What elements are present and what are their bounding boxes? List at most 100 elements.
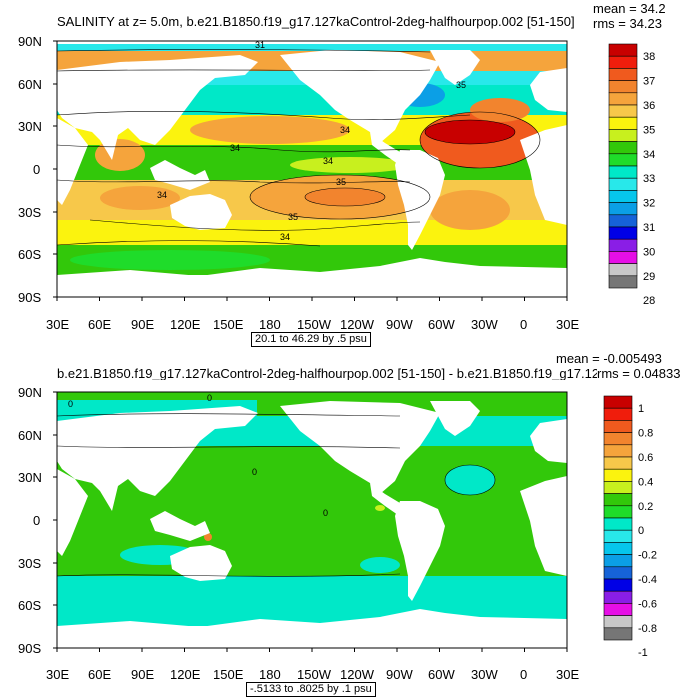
contour-label: 35 xyxy=(456,80,466,90)
lon-label: 60E xyxy=(88,317,112,332)
contour-label: 0 xyxy=(207,393,212,403)
lon-label: 180 xyxy=(259,317,281,332)
colorbar-swatch xyxy=(608,141,638,155)
colorbar-swatch xyxy=(608,92,638,106)
colorbar-swatch xyxy=(608,275,638,289)
colorbar-swatch xyxy=(608,55,638,69)
lon-label: 90E xyxy=(131,317,155,332)
lon-label: 60W xyxy=(428,667,455,682)
lon-label: 120W xyxy=(340,317,374,332)
contour-label: 0 xyxy=(68,399,73,409)
colorbar-swatch xyxy=(608,43,638,57)
contour-label: 34 xyxy=(230,143,240,153)
colorbar-swatch xyxy=(603,444,633,458)
lon-label: 150W xyxy=(297,667,331,682)
contour-label: 34 xyxy=(323,156,333,166)
contour-label: 31 xyxy=(255,40,265,50)
lon-label: 60W xyxy=(428,317,455,332)
lat-label: 30N xyxy=(18,119,42,134)
top-title: SALINITY at z= 5.0m, b.e21.B1850.f19_g17… xyxy=(57,14,575,29)
lon-label: 120E xyxy=(170,667,201,682)
colorbar-label: 0.6 xyxy=(638,452,653,464)
colorbar-swatch xyxy=(603,456,633,470)
lon-label: 60E xyxy=(88,667,112,682)
colorbar-label: 37 xyxy=(643,76,655,88)
colorbar-swatch xyxy=(608,80,638,94)
contour-label: 34 xyxy=(280,232,290,242)
colorbar-label: -0.2 xyxy=(638,550,657,562)
contour-label: 0 xyxy=(252,467,257,477)
colorbar-swatch xyxy=(603,395,633,409)
colorbar-swatch xyxy=(603,481,633,494)
colorbar-label: 31 xyxy=(643,222,655,234)
lon-label: 30E xyxy=(46,667,70,682)
colorbar-swatch xyxy=(603,432,633,446)
colorbar-label: 0.8 xyxy=(638,428,653,440)
colorbar-swatch xyxy=(608,190,638,203)
contour-label: 35 xyxy=(288,212,298,222)
bottom-rms: rms = 0.04833 xyxy=(597,366,681,381)
colorbar-swatch xyxy=(603,407,633,421)
colorbar-label: 29 xyxy=(643,271,655,283)
top-mean: mean = 34.2 xyxy=(593,1,666,16)
top-contour-labels: 31 35 34 34 34 35 34 35 34 xyxy=(157,40,466,242)
contour-label: 34 xyxy=(340,125,350,135)
colorbar-label: 30 xyxy=(643,246,655,258)
colorbar-swatch xyxy=(608,214,638,228)
lon-label: 150E xyxy=(213,667,244,682)
colorbar-swatch xyxy=(603,554,633,568)
colorbar-swatch xyxy=(603,517,633,531)
colorbar-label: -0.4 xyxy=(638,574,657,586)
colorbar-swatch xyxy=(608,238,638,252)
colorbar-swatch xyxy=(603,566,633,580)
colorbar-swatch xyxy=(608,251,638,264)
colorbar-swatch xyxy=(608,104,638,118)
lon-label: 150E xyxy=(213,317,244,332)
colorbar-swatch xyxy=(603,627,633,641)
colorbar-swatch xyxy=(603,493,633,507)
top-range-box: 20.1 to 46.29 by .5 psu xyxy=(251,332,371,347)
colorbar-label: 0.2 xyxy=(638,501,653,513)
colorbar-swatch xyxy=(608,153,638,167)
lon-label: 30W xyxy=(471,317,498,332)
salinity-difference-map xyxy=(57,392,567,648)
colorbar-swatch xyxy=(608,129,638,142)
colorbar-swatch xyxy=(603,529,633,543)
top-colorbar: 38 37 36 35 34 33 32 31 30 29 28 xyxy=(608,43,655,307)
lat-label: 60N xyxy=(18,77,42,92)
salinity-map xyxy=(57,41,567,297)
colorbar-swatch xyxy=(608,116,638,130)
colorbar-label: 28 xyxy=(643,295,655,307)
lat-label: 90N xyxy=(18,34,42,49)
lat-label: 30N xyxy=(18,470,42,485)
colorbar-label: -1 xyxy=(638,647,648,659)
colorbar-label: 33 xyxy=(643,173,655,185)
lon-label: 90W xyxy=(386,667,413,682)
bottom-contour-labels: 0 0 0 0 xyxy=(68,393,328,518)
colorbar-label: 35 xyxy=(643,124,655,136)
colorbar-label: -0.6 xyxy=(638,598,657,610)
lat-label: 60S xyxy=(18,247,42,262)
colorbar-swatch xyxy=(603,603,633,616)
contour-label: 34 xyxy=(157,190,167,200)
lon-label: 120E xyxy=(170,317,201,332)
colorbar-label: 34 xyxy=(643,149,655,161)
bottom-title: b.e21.B1850.f19_g17.127kaControl-2deg-ha… xyxy=(57,367,662,380)
colorbar-label: 1 xyxy=(638,403,644,415)
lat-label: 90S xyxy=(18,290,42,305)
colorbar-swatch xyxy=(603,578,633,592)
lon-label: 30W xyxy=(471,667,498,682)
lat-label: 60S xyxy=(18,598,42,613)
bottom-mean: mean = -0.005493 xyxy=(556,351,662,366)
colorbar-label: 0.4 xyxy=(638,476,653,488)
top-ticks xyxy=(53,40,568,301)
lon-label: 0 xyxy=(520,317,528,332)
colorbar-label: 36 xyxy=(643,100,655,112)
lon-label: 150W xyxy=(297,317,331,332)
colorbar-label: 0 xyxy=(638,525,644,537)
lat-label: 0 xyxy=(33,513,41,528)
lat-label: 90S xyxy=(18,641,42,656)
lat-label: 30S xyxy=(18,556,42,571)
lon-label: 90E xyxy=(131,667,155,682)
colorbar-label: 32 xyxy=(643,198,655,210)
